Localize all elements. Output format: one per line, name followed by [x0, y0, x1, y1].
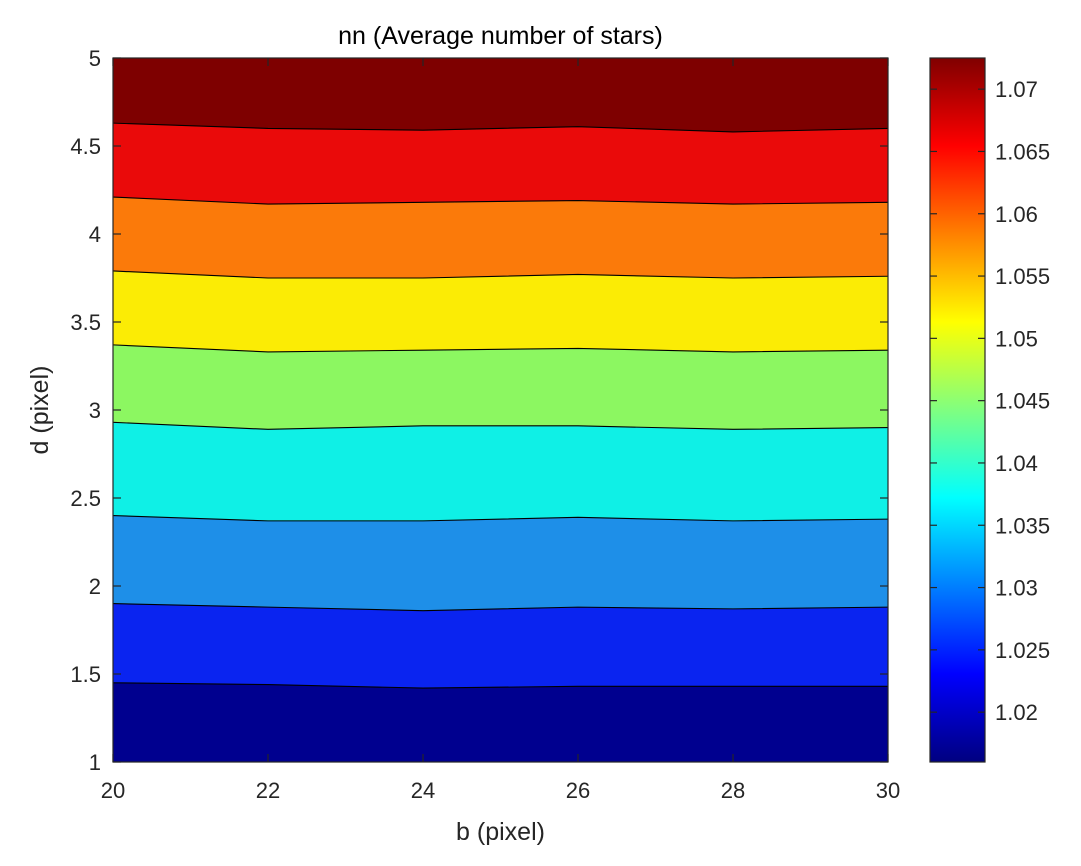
colorbar-tick-label: 1.06 [995, 202, 1038, 227]
y-tick-label: 1 [89, 750, 101, 775]
x-axis-ticks: 20 22 24 26 28 30 [101, 58, 900, 803]
contour-band-9 [112, 57, 889, 133]
x-axis-label: b (pixel) [456, 818, 545, 846]
colorbar [930, 58, 985, 762]
contour-band-3 [112, 515, 889, 611]
y-axis-ticks: 1 1.5 2 2.5 3 3.5 4 4.5 5 [70, 46, 888, 775]
y-tick-label: 5 [89, 46, 101, 71]
colorbar-frame [929, 57, 986, 763]
contour-bands [112, 57, 889, 763]
y-tick-label: 3 [89, 398, 101, 423]
colorbar-tick-label: 1.02 [995, 700, 1038, 725]
y-tick-label: 2 [89, 574, 101, 599]
colorbar-tick-label: 1.045 [995, 389, 1050, 414]
x-tick-label: 20 [101, 778, 125, 803]
colorbar-tick-label: 1.05 [995, 326, 1038, 351]
contour-band-1 [112, 682, 889, 763]
colorbar-tick-label: 1.03 [995, 576, 1038, 601]
y-tick-label: 1.5 [70, 662, 101, 687]
contour-line-1.055 [112, 122, 889, 133]
y-tick-label: 3.5 [70, 310, 101, 335]
y-tick-label: 4 [89, 222, 101, 247]
contour-band-8 [112, 122, 889, 205]
contour-line-1.03 [112, 515, 889, 522]
y-axis-label: d (pixel) [26, 366, 54, 455]
contour-line-1.045 [112, 270, 889, 279]
contour-line-1.05 [112, 196, 889, 205]
contour-line-1.04 [112, 344, 889, 353]
x-tick-label: 30 [876, 778, 900, 803]
colorbar-tick-label: 1.025 [995, 638, 1050, 663]
contour-band-5 [112, 344, 889, 430]
colorbar-tick-label: 1.065 [995, 139, 1050, 164]
contour-line-1.035 [112, 421, 889, 430]
contour-band-7 [112, 196, 889, 279]
x-tick-label: 24 [411, 778, 435, 803]
y-tick-label: 4.5 [70, 134, 101, 159]
contour-line-1.02 [112, 682, 888, 689]
colorbar-tick-label: 1.04 [995, 451, 1038, 476]
contour-band-6 [112, 270, 889, 353]
x-tick-label: 22 [256, 778, 280, 803]
colorbar-tick-label: 1.035 [995, 513, 1050, 538]
x-tick-label: 28 [721, 778, 745, 803]
colorbar-tick-label: 1.055 [995, 264, 1050, 289]
contour-band-2 [112, 603, 889, 689]
colorbar-tick-label: 1.07 [995, 77, 1038, 102]
y-tick-label: 2.5 [70, 486, 101, 511]
contour-lines [112, 122, 889, 689]
colorbar-ticks: 1.02 1.025 1.03 1.035 1.04 1.045 1.05 1.055 1.06… [930, 77, 1050, 725]
contour-line-1.025 [112, 603, 889, 612]
contour-band-4 [112, 422, 889, 522]
x-tick-label: 26 [566, 778, 590, 803]
chart-title: nn (Average number of stars) [338, 22, 663, 50]
